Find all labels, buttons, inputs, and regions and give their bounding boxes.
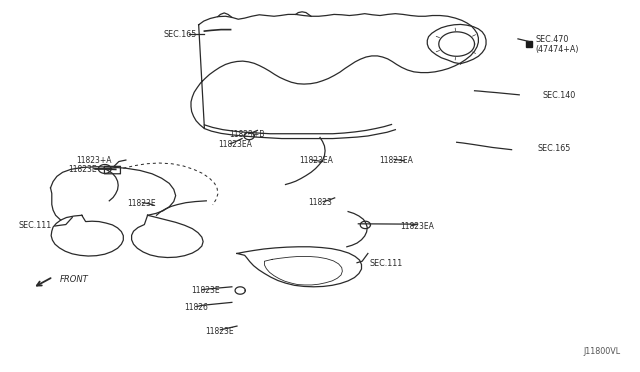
Text: 11823EA: 11823EA: [218, 140, 252, 149]
Text: 11823EA: 11823EA: [400, 222, 434, 231]
Text: 11823E: 11823E: [127, 199, 156, 208]
Text: 11823+A: 11823+A: [76, 156, 111, 165]
Text: J11800VL: J11800VL: [583, 347, 620, 356]
Text: 11826: 11826: [184, 303, 209, 312]
Text: SEC.470
(47474+A): SEC.470 (47474+A): [536, 35, 579, 54]
Text: 11823E: 11823E: [191, 286, 220, 295]
Text: SEC.165: SEC.165: [537, 144, 570, 153]
Text: SEC.111: SEC.111: [370, 259, 403, 268]
Text: 11823EA: 11823EA: [380, 156, 413, 165]
Text: 11823E: 11823E: [205, 327, 234, 336]
Text: 11823E: 11823E: [68, 165, 97, 174]
Text: SEC.140: SEC.140: [542, 91, 575, 100]
Text: 11823EA: 11823EA: [300, 156, 333, 165]
Text: 11823+B: 11823+B: [229, 130, 265, 140]
Text: FRONT: FRONT: [60, 275, 88, 284]
Text: SEC.165: SEC.165: [164, 30, 197, 39]
Text: SEC.111: SEC.111: [19, 221, 52, 230]
Text: 11823: 11823: [308, 198, 332, 207]
